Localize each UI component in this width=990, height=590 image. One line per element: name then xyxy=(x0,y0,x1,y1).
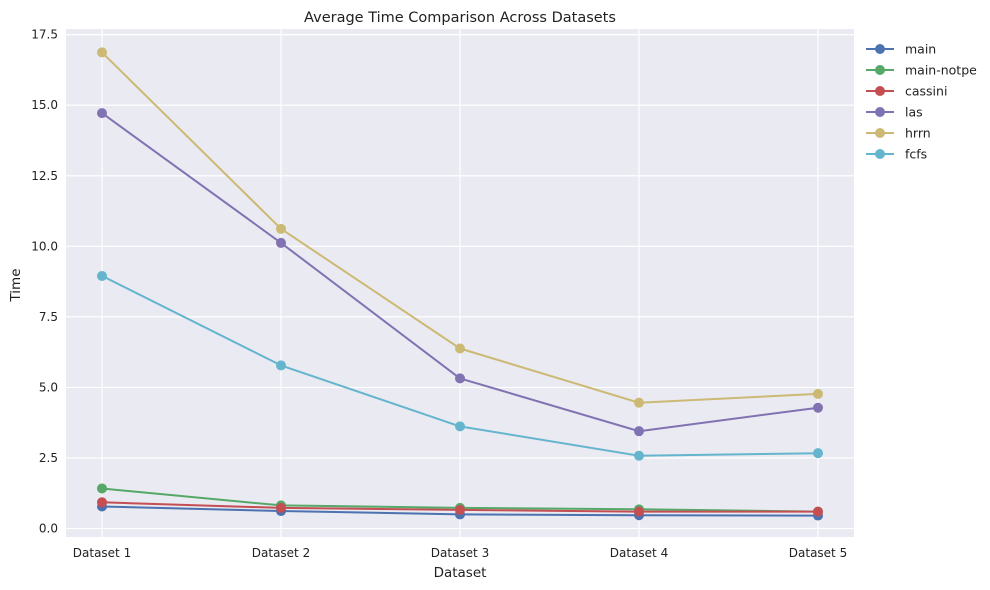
legend-item: hrrn xyxy=(866,126,931,141)
data-point xyxy=(276,502,286,513)
data-point xyxy=(634,397,644,408)
legend-marker xyxy=(875,44,885,54)
data-point xyxy=(276,360,286,371)
y-tick-label: 5.0 xyxy=(39,380,58,394)
y-tick-label: 2.5 xyxy=(39,451,58,465)
y-tick-labels: 0.0 2.5 5.0 7.5 10.0 12.5 15.0 17.5 xyxy=(31,28,58,536)
data-point xyxy=(455,504,465,515)
series-fcfs xyxy=(97,270,823,461)
y-tick-label: 15.0 xyxy=(31,98,58,112)
legend-label: hrrn xyxy=(905,126,931,141)
x-tick-label: Dataset 4 xyxy=(610,546,668,560)
y-axis-label: Time xyxy=(8,268,24,302)
x-tick-labels: Dataset 1 Dataset 2 Dataset 3 Dataset 4 Data… xyxy=(73,546,847,560)
legend-marker xyxy=(875,86,885,96)
legend-label: las xyxy=(905,105,923,120)
legend-item: las xyxy=(866,105,923,120)
data-point xyxy=(97,483,107,494)
x-tick-label: Dataset 1 xyxy=(73,546,131,560)
legend-marker xyxy=(875,128,885,138)
legend-label: cassini xyxy=(905,84,947,99)
x-axis-label: Dataset xyxy=(434,565,487,581)
data-point xyxy=(97,497,107,508)
data-point xyxy=(276,237,286,248)
data-point xyxy=(813,388,823,399)
series-hrrn xyxy=(97,47,823,408)
x-tick-label: Dataset 3 xyxy=(431,546,489,560)
x-tick-label: Dataset 5 xyxy=(789,546,847,560)
series-las xyxy=(97,108,823,437)
data-point xyxy=(813,506,823,517)
data-point xyxy=(634,450,644,461)
legend-label: main-notpe xyxy=(905,63,977,78)
legend-marker xyxy=(875,65,885,75)
y-tick-label: 7.5 xyxy=(39,310,58,324)
legend-marker xyxy=(875,107,885,117)
data-point xyxy=(455,343,465,354)
grid-lines xyxy=(66,29,854,537)
legend: main main-notpe cassini las hrrn fcfs xyxy=(866,42,977,162)
y-tick-label: 0.0 xyxy=(39,522,58,536)
legend-label: main xyxy=(905,42,936,57)
y-tick-label: 10.0 xyxy=(31,239,58,253)
legend-marker xyxy=(875,149,885,159)
series-cassini xyxy=(97,497,823,517)
legend-item: fcfs xyxy=(866,147,927,162)
data-point xyxy=(455,373,465,384)
data-point xyxy=(813,402,823,413)
data-point xyxy=(97,47,107,58)
data-point xyxy=(97,270,107,281)
y-tick-label: 17.5 xyxy=(31,28,58,42)
data-point xyxy=(455,421,465,432)
legend-item: main-notpe xyxy=(866,63,977,78)
data-point xyxy=(813,448,823,459)
legend-item: main xyxy=(866,42,936,57)
data-point xyxy=(276,223,286,234)
series-layer xyxy=(97,47,823,521)
data-point xyxy=(634,426,644,437)
data-point xyxy=(634,506,644,517)
legend-item: cassini xyxy=(866,84,947,99)
legend-label: fcfs xyxy=(905,147,927,162)
x-tick-label: Dataset 2 xyxy=(252,546,310,560)
y-tick-label: 12.5 xyxy=(31,169,58,183)
data-point xyxy=(97,108,107,119)
chart-title: Average Time Comparison Across Datasets xyxy=(304,10,616,26)
